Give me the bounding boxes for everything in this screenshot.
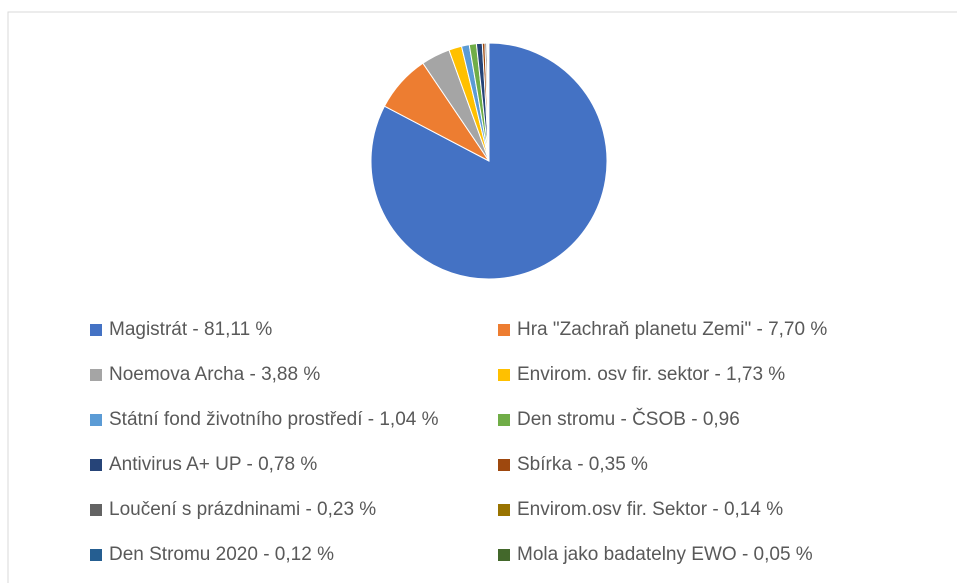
legend-swatch [90, 369, 102, 381]
legend-label: Magistrát - 81,11 % [109, 319, 272, 340]
legend-swatch [90, 459, 102, 471]
legend-label: Den Stromu 2020 - 0,12 % [109, 544, 334, 565]
legend-label: Antivirus A+ UP - 0,78 % [109, 454, 317, 475]
legend-label: Hra "Zachraň planetu Zemi" - 7,70 % [517, 319, 827, 340]
legend-label: Den stromu - ČSOB - 0,96 [517, 408, 740, 430]
legend-swatch [90, 504, 102, 516]
legend-label: Mola jako badatelny EWO - 0,05 % [517, 544, 813, 565]
legend-swatch [498, 369, 510, 381]
legend-swatch [90, 324, 102, 336]
legend-label: Státní fond životního prostředí - 1,04 % [109, 409, 439, 430]
legend-swatch [498, 459, 510, 471]
legend-swatch [498, 414, 510, 426]
legend-swatch [498, 504, 510, 516]
legend-label: Noemova Archa - 3,88 % [109, 364, 320, 385]
legend-swatch [498, 549, 510, 561]
legend-swatch [90, 549, 102, 561]
legend-label: Sbírka - 0,35 % [517, 454, 648, 475]
legend-label: Loučení s prázdninami - 0,23 % [109, 499, 376, 520]
legend-swatch [90, 414, 102, 426]
legend-swatch [498, 324, 510, 336]
legend-label: Envirom. osv fir. sektor - 1,73 % [517, 364, 785, 385]
legend-label: Envirom.osv fir. Sektor - 0,14 % [517, 499, 783, 520]
